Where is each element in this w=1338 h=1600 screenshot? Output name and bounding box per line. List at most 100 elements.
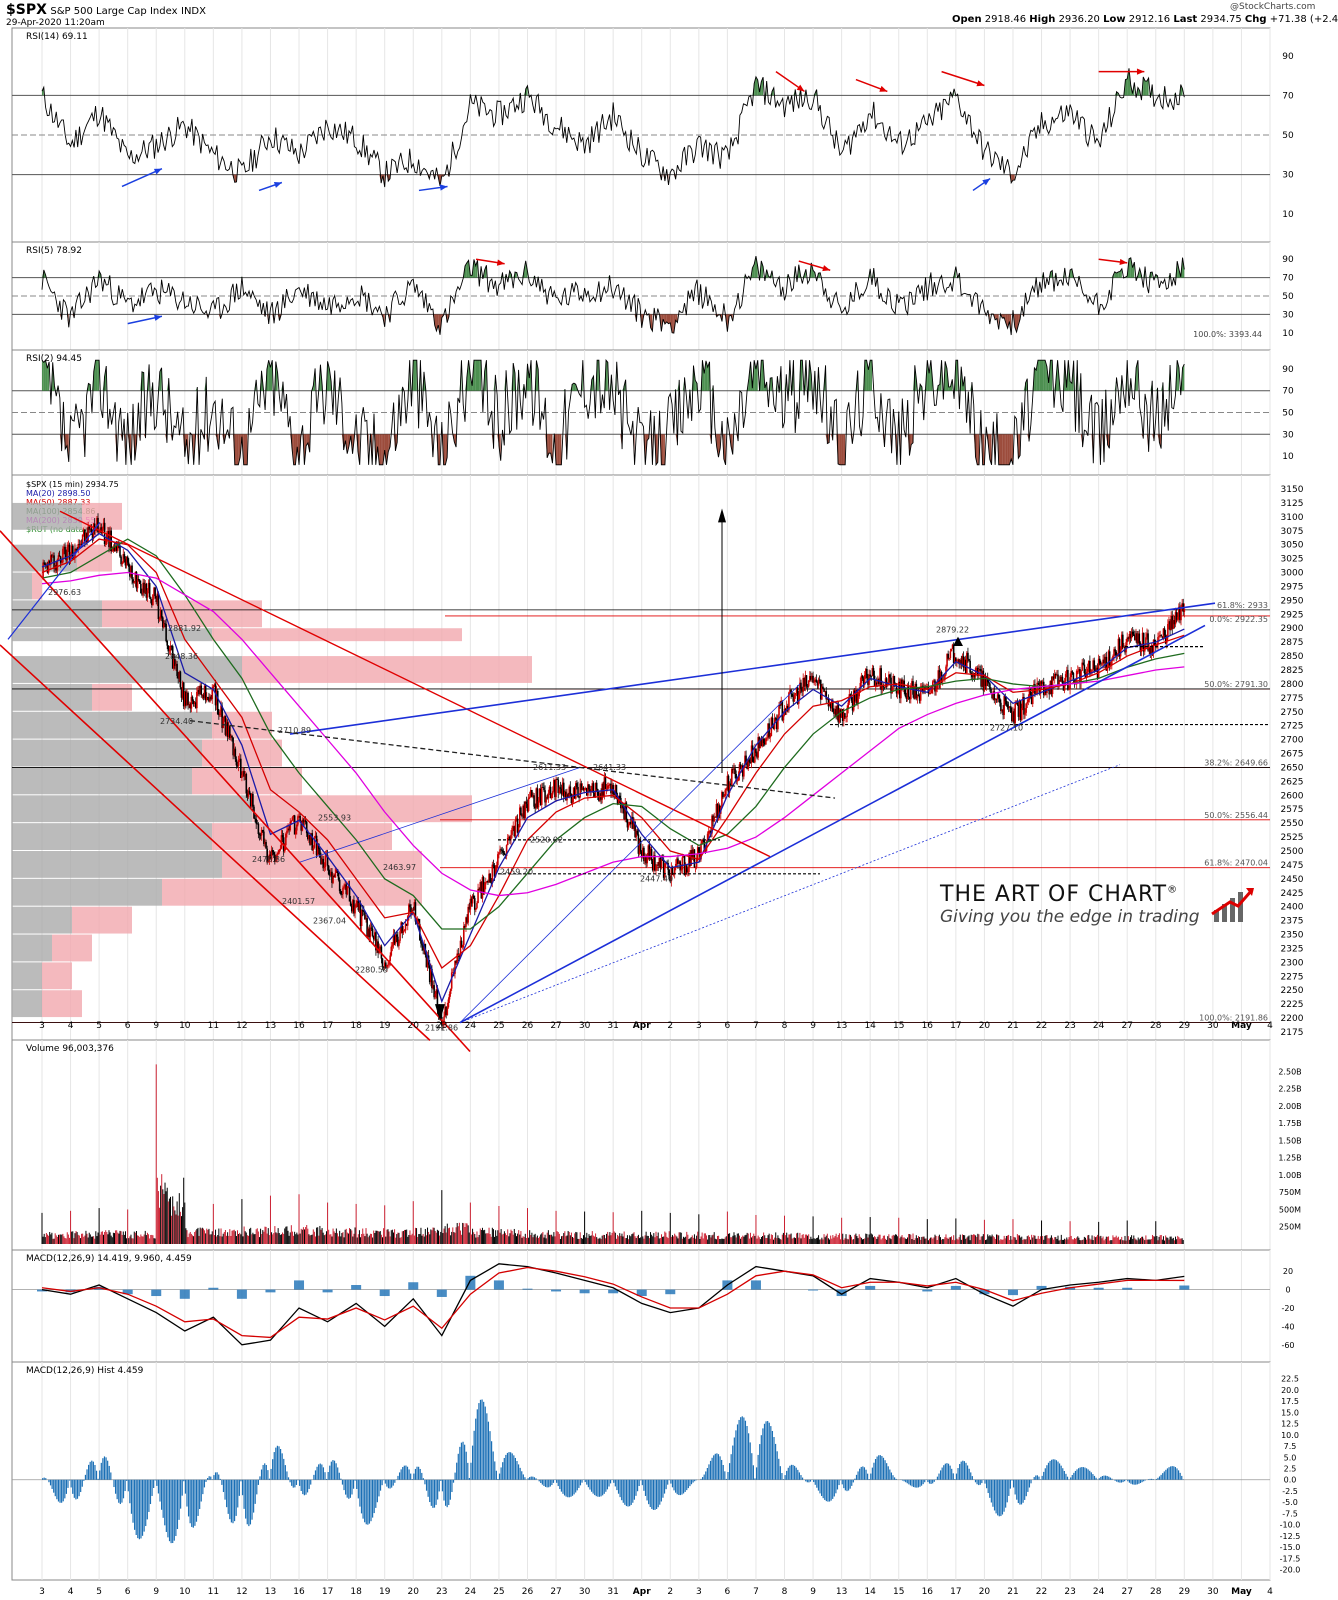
y-tick-rsi2: 10	[1282, 452, 1294, 462]
candle-body	[990, 688, 992, 694]
price-annotation: 2710.89	[278, 726, 311, 735]
open-label: Open	[952, 14, 982, 25]
hist-bar	[222, 1479, 225, 1493]
candle-body	[521, 814, 523, 817]
candle-body	[854, 690, 856, 702]
candle-body	[480, 882, 483, 899]
hist-bar	[1047, 1462, 1050, 1480]
price-annotation: 2727.10	[990, 724, 1023, 733]
candle-body	[602, 783, 605, 797]
candle-body	[709, 830, 711, 832]
hist-bar	[878, 1455, 880, 1480]
candle-body	[1045, 689, 1047, 693]
candle-body	[109, 530, 111, 548]
overbought-fill	[800, 360, 803, 391]
hist-bar	[781, 1473, 783, 1480]
oversold-fill	[1007, 434, 1010, 465]
price-annotation: 2881.92	[168, 624, 201, 633]
candle-body	[265, 842, 267, 849]
candle-body	[121, 562, 123, 565]
overbought-fill	[1039, 360, 1042, 391]
candle-body	[1030, 694, 1033, 705]
candle-body	[285, 833, 287, 846]
candle-body	[840, 709, 843, 718]
candle-body	[1125, 642, 1127, 653]
hist-bar	[952, 1473, 954, 1480]
hist-bar	[62, 1479, 64, 1502]
oversold-fill	[445, 434, 448, 465]
candle-body	[892, 675, 895, 688]
candle-body	[142, 582, 144, 595]
candle-body	[487, 881, 489, 883]
candle-body	[581, 787, 584, 790]
hist-bar	[660, 1479, 662, 1502]
candle-body	[1134, 635, 1136, 641]
candle-body	[802, 677, 804, 692]
candle-body	[481, 877, 484, 899]
macd-histogram-bar	[351, 1285, 362, 1290]
candle-body	[63, 546, 65, 549]
hist-bar	[292, 1479, 294, 1488]
oversold-fill	[65, 434, 67, 449]
candle-body	[327, 865, 330, 875]
candle-body	[287, 828, 289, 831]
hist-bar	[199, 1479, 201, 1509]
candle-body	[138, 580, 141, 584]
overbought-fill	[1177, 360, 1179, 391]
overbought-fill	[159, 367, 162, 391]
candle-body	[1090, 670, 1092, 674]
candle-body	[974, 668, 977, 677]
candle-body	[869, 674, 871, 676]
candle-body	[1025, 703, 1027, 713]
price-y-tick: 2775	[1281, 694, 1304, 704]
candle-body	[298, 815, 300, 817]
oversold-fill	[1002, 434, 1005, 465]
candle-body	[671, 867, 674, 875]
hist-bar	[143, 1479, 145, 1532]
candle-body	[151, 599, 153, 605]
candle-body	[382, 966, 385, 968]
candle-body	[698, 847, 700, 852]
legend-entry-price: MA(50) 2887.33	[26, 498, 90, 507]
hist-bar	[75, 1479, 77, 1500]
hist-bar	[767, 1421, 769, 1480]
hist-bar	[1041, 1475, 1043, 1480]
volume-profile-down	[12, 795, 252, 823]
oversold-fill	[647, 434, 649, 441]
candle-body	[633, 822, 635, 829]
candle-body	[829, 702, 832, 709]
exchange: INDX	[181, 6, 206, 17]
candle-body	[1009, 706, 1012, 713]
candle-body	[171, 646, 174, 669]
candle-body	[244, 773, 247, 777]
hist-bar	[676, 1479, 678, 1495]
candle-body	[508, 836, 510, 838]
candle-body	[264, 842, 266, 844]
rsi14-bear-divergence-arrow-head	[976, 80, 985, 87]
volume-profile-up	[102, 600, 262, 628]
candle-body	[754, 748, 756, 763]
hist-bar	[373, 1479, 375, 1514]
candle-body	[77, 544, 80, 551]
candle-body	[357, 900, 360, 911]
hist-bar	[551, 1479, 553, 1486]
candle-body	[181, 682, 184, 698]
hist-bar	[597, 1479, 599, 1497]
hist-bar	[65, 1479, 67, 1494]
candle-body	[353, 900, 355, 914]
candle-body	[1060, 676, 1063, 682]
overbought-fill	[770, 377, 773, 391]
candle-body	[975, 667, 978, 669]
hist-bar	[849, 1479, 851, 1489]
candle-body	[730, 769, 733, 787]
candle-body	[414, 902, 417, 922]
candle-body	[956, 660, 958, 662]
candle-body	[882, 685, 885, 687]
candle-body	[655, 865, 657, 871]
candle-body	[274, 854, 276, 862]
candle-body	[1076, 670, 1079, 672]
candle-body	[562, 782, 565, 797]
overbought-fill	[870, 360, 872, 391]
overbought-fill	[606, 360, 608, 391]
candle-body	[462, 926, 465, 945]
